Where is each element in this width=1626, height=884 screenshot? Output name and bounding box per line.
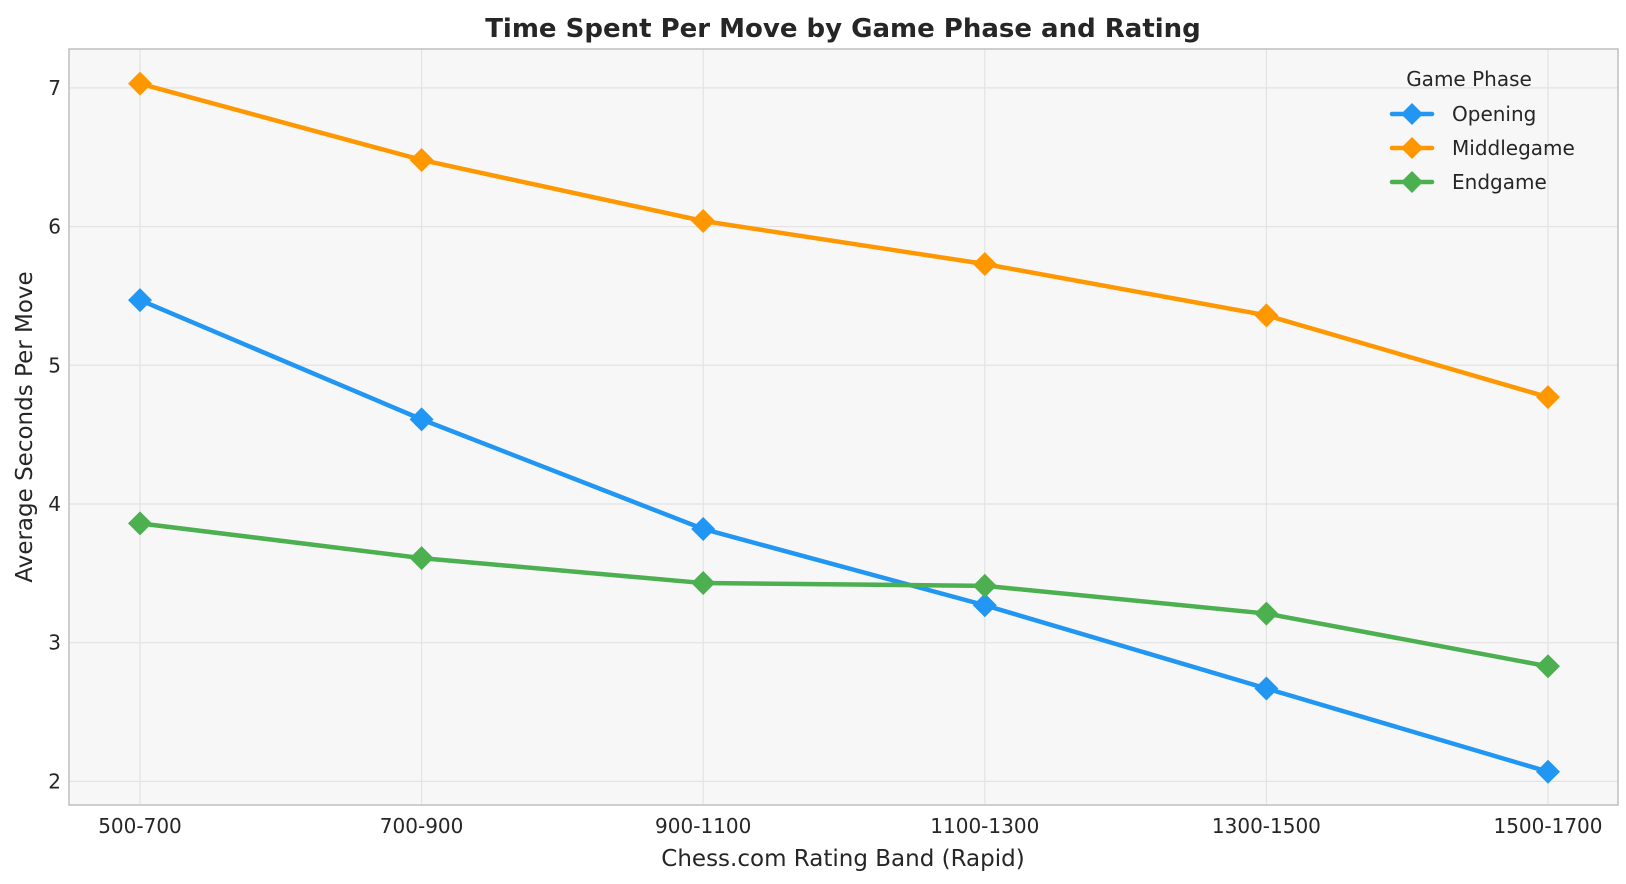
data-point-opening [128, 288, 152, 313]
data-point-opening [972, 593, 997, 618]
x-tick-label: 1300-1500 [1212, 814, 1321, 838]
series-line-endgame [137, 521, 1551, 669]
x-tick-label: 900-1100 [655, 814, 751, 838]
y-tick-label: 3 [48, 631, 61, 655]
plot-area [69, 49, 1618, 805]
legend-items: Opening Middlegame Endgame [1389, 102, 1575, 194]
legend-label-opening: Opening [1452, 102, 1536, 126]
x-tick-label: 700-900 [380, 814, 464, 838]
data-point-middlegame [409, 147, 434, 172]
y-tick-label: 2 [48, 769, 61, 793]
chart-title: Time Spent Per Move by Game Phase and Ra… [485, 14, 1201, 44]
legend-marker-opening [1401, 103, 1423, 125]
series-markers [128, 71, 1560, 784]
series-lines [137, 81, 1551, 774]
data-point-middlegame [691, 209, 716, 234]
grid [69, 49, 1618, 805]
y-tick-label: 7 [48, 76, 61, 100]
data-point-opening [1536, 759, 1560, 784]
y-tick-label: 4 [48, 492, 61, 516]
series-line-middlegame [137, 81, 1551, 400]
data-point-endgame [1254, 601, 1279, 626]
data-point-endgame [1536, 654, 1560, 679]
series-line-opening [137, 297, 1551, 774]
y-axis-ticks: 2 3 4 5 6 7 [48, 76, 61, 794]
legend-marker-endgame [1401, 171, 1423, 193]
data-point-endgame [972, 573, 997, 598]
legend-marker-middlegame [1401, 137, 1423, 159]
data-point-opening [1254, 676, 1279, 701]
legend-label-middlegame: Middlegame [1452, 136, 1575, 160]
y-tick-label: 5 [48, 353, 61, 377]
data-point-middlegame [128, 71, 152, 96]
data-point-endgame [409, 546, 434, 571]
data-point-middlegame [1536, 385, 1560, 410]
legend: Game Phase Opening Middlegame Endgame [1389, 67, 1575, 194]
x-tick-label: 500-700 [98, 814, 182, 838]
x-axis-label: Chess.com Rating Band (Rapid) [661, 846, 1024, 872]
x-axis-ticks: 500-700 700-900 900-1100 1100-1300 1300-1500… [98, 814, 1602, 838]
x-tick-label: 1100-1300 [930, 814, 1039, 838]
y-axis-label: Average Seconds Per Move [12, 271, 38, 582]
y-tick-label: 6 [48, 215, 61, 239]
legend-title: Game Phase [1406, 67, 1532, 91]
data-point-endgame [691, 571, 716, 596]
x-tick-label: 1500-1700 [1493, 814, 1602, 838]
legend-label-endgame: Endgame [1452, 170, 1547, 194]
plot-frame [68, 48, 1619, 806]
data-point-opening [409, 407, 434, 432]
data-point-opening [691, 516, 716, 541]
data-point-middlegame [972, 252, 997, 277]
data-point-middlegame [1254, 303, 1279, 328]
data-point-endgame [128, 511, 152, 536]
